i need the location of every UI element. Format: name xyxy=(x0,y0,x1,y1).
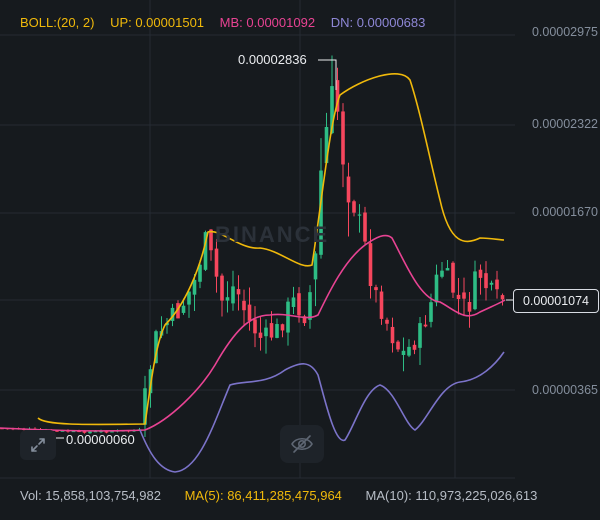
candle-body xyxy=(242,300,246,311)
candle-body xyxy=(308,292,312,320)
volume-value: Vol: 15,858,103,754,982 xyxy=(20,488,161,503)
candle-body xyxy=(434,274,439,303)
candle-body xyxy=(346,176,351,203)
candle-body xyxy=(374,287,378,291)
candle-body xyxy=(363,212,367,242)
candle-body xyxy=(170,307,175,321)
volume-footer: Vol: 15,858,103,754,982 MA(5): 86,411,28… xyxy=(20,488,557,503)
candle-body xyxy=(176,303,180,319)
candle-body xyxy=(319,170,323,255)
boll-label[interactable]: BOLL:(20, 2) xyxy=(20,15,95,30)
candle-body xyxy=(467,301,472,312)
candle-body xyxy=(330,86,334,134)
y-axis-label: 0.00000365 xyxy=(531,383,598,397)
candle-body xyxy=(104,431,109,433)
candle-body xyxy=(396,341,400,350)
binance-watermark: BINANCE xyxy=(215,222,330,247)
last-price-tag: 0.00001074 xyxy=(513,289,599,313)
boll-up-value: UP: 0.00001501 xyxy=(110,15,205,30)
candle-body xyxy=(445,268,450,271)
candle-body xyxy=(181,305,186,313)
boll-indicator-header: BOLL:(20, 2) UP: 0.00001501 MB: 0.000010… xyxy=(20,15,437,30)
boll-lower-band xyxy=(139,351,505,473)
candle-body xyxy=(462,292,466,299)
candle-body xyxy=(280,324,285,331)
eye-slash-icon xyxy=(291,435,313,453)
candle-body xyxy=(341,111,345,165)
candle-body xyxy=(220,275,224,301)
ma10-value: MA(10): 110,973,225,026,613 xyxy=(365,488,538,503)
low-price-label: 0.00000060 xyxy=(66,432,135,447)
candle-body xyxy=(357,214,362,216)
candle-body xyxy=(407,346,411,356)
candle-body xyxy=(71,430,76,433)
expand-arrows-icon xyxy=(31,438,45,452)
ma5-value: MA(5): 86,411,285,475,964 xyxy=(184,488,342,503)
candle-body xyxy=(198,264,202,282)
candle-body xyxy=(401,350,406,355)
candle-body xyxy=(258,332,263,338)
candle-body xyxy=(275,324,279,338)
candle-body xyxy=(352,201,356,213)
candle-body xyxy=(192,279,197,295)
candle-body xyxy=(385,319,389,324)
high-price-label: 0.00002836 xyxy=(238,52,307,67)
high-marker-line xyxy=(318,59,337,90)
candle-body xyxy=(313,253,318,280)
candle-body xyxy=(489,282,494,285)
candle-body xyxy=(440,270,444,277)
candle-body xyxy=(451,262,455,293)
boll-middle-band xyxy=(0,234,506,432)
candle-body xyxy=(110,431,114,433)
candle-body xyxy=(297,293,301,316)
candle-body xyxy=(253,319,257,334)
y-axis-label: 0.00002975 xyxy=(531,25,598,39)
candle-body xyxy=(291,297,296,307)
candle-body xyxy=(55,430,59,432)
candle-body xyxy=(390,326,395,344)
y-axis-label: 0.00001670 xyxy=(531,205,598,219)
boll-mb-value: MB: 0.00001092 xyxy=(219,15,316,30)
expand-chart-button[interactable] xyxy=(20,430,56,460)
candle-body xyxy=(269,323,274,338)
candle-body xyxy=(324,126,329,164)
candle-body xyxy=(187,291,191,305)
boll-upper-band xyxy=(37,72,505,426)
candle-body xyxy=(236,289,241,295)
candle-body xyxy=(478,269,483,278)
y-axis-label: 0.00002322 xyxy=(531,117,598,131)
candle-body xyxy=(429,302,433,322)
boll-dn-value: DN: 0.00000683 xyxy=(330,15,426,30)
candle-body xyxy=(247,304,252,321)
candle-body xyxy=(302,316,307,324)
candle-body xyxy=(264,327,268,337)
candle-body xyxy=(286,301,290,333)
candle-body xyxy=(93,431,98,433)
candle-body xyxy=(379,291,384,319)
hide-indicators-button[interactable] xyxy=(280,425,324,463)
candle-body xyxy=(143,388,147,425)
candle-body xyxy=(231,286,235,304)
candle-body xyxy=(412,344,417,350)
candle-body xyxy=(418,323,422,348)
candle-body xyxy=(495,279,499,290)
candle-body xyxy=(82,430,87,433)
candle-body xyxy=(500,295,505,300)
candle-body xyxy=(368,243,373,286)
candle-body xyxy=(473,271,477,310)
candle-body xyxy=(88,431,92,434)
candle-body xyxy=(60,430,65,432)
candle-body xyxy=(203,232,208,270)
candle-body xyxy=(225,297,230,301)
candle-body xyxy=(423,324,428,327)
candle-body xyxy=(456,294,461,300)
candle-body xyxy=(214,248,219,277)
candle-body xyxy=(335,80,340,112)
candle-body xyxy=(484,273,488,289)
candle-body xyxy=(154,331,158,364)
candle-body xyxy=(209,229,213,251)
